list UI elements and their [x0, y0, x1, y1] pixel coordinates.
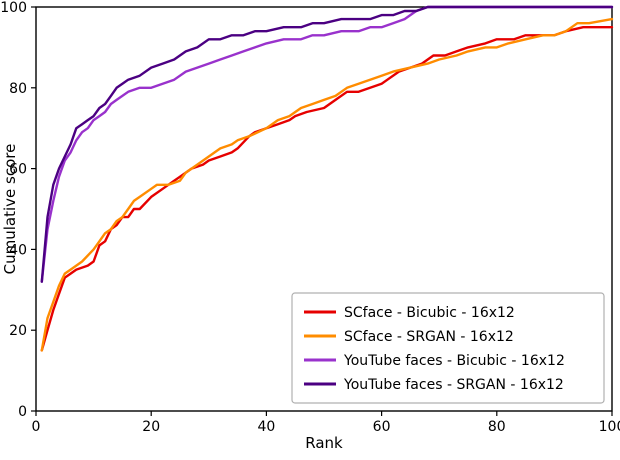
series-line: [40, 26, 614, 352]
x-tick-label: 0: [32, 419, 41, 435]
x-tick-label: 100: [599, 419, 620, 435]
legend: SCface - Bicubic - 16x12 SCface - SRGAN -…: [291, 292, 605, 404]
y-tick-label: 60: [9, 162, 27, 178]
series-line: [40, 17, 614, 352]
legend-label: YouTube faces - SRGAN - 16x12: [343, 377, 564, 393]
x-tick-label: 80: [488, 419, 506, 435]
series-line: [40, 5, 614, 283]
x-tick-label: 60: [373, 419, 391, 435]
y-tick-label: 0: [18, 404, 27, 420]
x-tick-label: 20: [142, 419, 160, 435]
y-tick-label: 40: [9, 242, 27, 258]
plot-frame: [35, 6, 613, 412]
x-axis-label: Rank: [305, 434, 343, 452]
y-tick-label: 100: [0, 0, 27, 16]
legend-box: [291, 292, 605, 404]
plot-content: 0 20 40 60 80 100 0 20 40 60 80 100 SCface - Bicubic…: [0, 0, 620, 435]
legend-label: SCface - Bicubic - 16x12: [344, 305, 515, 321]
legend-label: SCface - SRGAN - 16x12: [344, 329, 514, 345]
legend-label: YouTube faces - Bicubic - 16x12: [343, 353, 565, 369]
y-axis-label: Cumulative score: [1, 144, 19, 275]
series-line: [40, 5, 614, 283]
x-tick-label: 40: [257, 419, 275, 435]
y-tick-label: 80: [9, 81, 27, 97]
y-tick-label: 20: [9, 323, 27, 339]
